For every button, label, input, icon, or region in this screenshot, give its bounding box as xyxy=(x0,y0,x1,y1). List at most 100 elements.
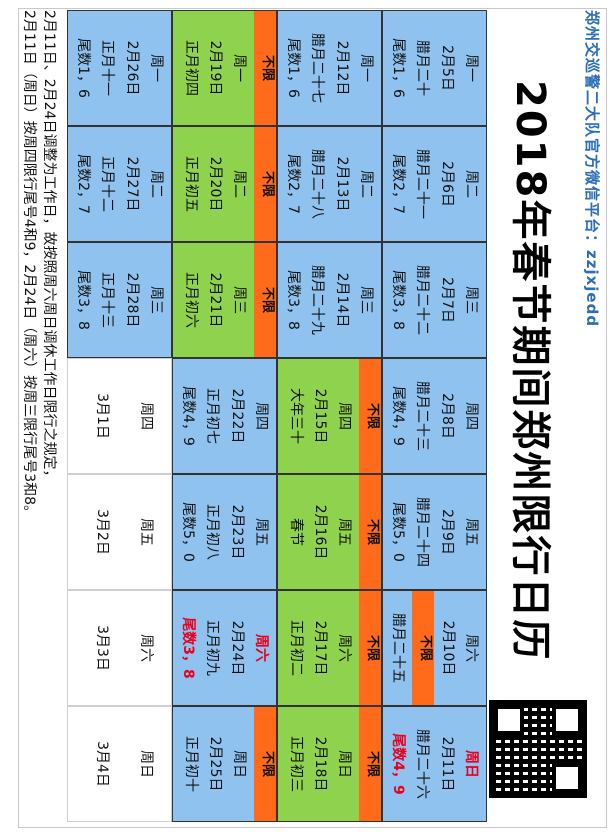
date-label: 2月11日 xyxy=(438,736,455,792)
plate-tail-label: 尾数2，7 xyxy=(390,154,407,214)
day-cell: 不限 周二 2月20日 正月初五 xyxy=(172,126,277,242)
lunar-date-label: 正月初十 xyxy=(183,736,199,792)
date-label: 2月24日 xyxy=(228,620,245,676)
plate-tail-label: 尾数3，8 xyxy=(180,617,197,679)
weekday-label: 周二 xyxy=(231,170,247,198)
qr-code xyxy=(489,700,587,798)
plate-tail-label: 尾数4，9 xyxy=(180,386,197,446)
weekday-label: 周六 xyxy=(463,634,479,662)
lunar-date-label: 腊月二十四 xyxy=(414,497,431,567)
lunar-date-label: 正月初七 xyxy=(204,388,221,444)
plate-tail-label: 尾数3，8 xyxy=(285,270,302,330)
no-limit-badge: 不限 xyxy=(412,591,434,705)
no-limit-badge: 不限 xyxy=(359,359,381,473)
plate-tail-label: 尾数1，6 xyxy=(285,38,302,98)
date-label: 2月6日 xyxy=(438,161,455,207)
no-limit-badge: 不限 xyxy=(254,11,276,125)
lunar-date-label: 正月初六 xyxy=(183,272,199,328)
day-cell: 不限 周五 2月16日 春节 xyxy=(277,474,382,590)
day-cell: 周四 2月22日 正月初七 尾数4，9 xyxy=(172,358,277,474)
plate-tail-label: 尾数3，8 xyxy=(75,270,92,330)
weekday-label: 周四 xyxy=(336,402,352,430)
lunar-date-label: 春节 xyxy=(288,518,304,546)
plate-tail-label: 尾数5，0 xyxy=(390,502,407,562)
plate-tail-label: 尾数2，7 xyxy=(285,154,302,214)
lunar-date-label: 腊月二十七 xyxy=(309,33,326,103)
weekday-label: 周六 xyxy=(253,634,269,662)
lunar-date-label: 正月十三 xyxy=(99,272,116,328)
weekday-label: 周一 xyxy=(358,54,374,82)
date-label: 2月12日 xyxy=(333,40,350,96)
date-label: 2月13日 xyxy=(333,156,350,212)
day-cell: 周六 2月24日 正月初九 尾数3，8 xyxy=(172,590,277,706)
day-cell: 周日 3月4日 xyxy=(67,706,172,822)
weekday-label: 周三 xyxy=(358,286,374,314)
weekday-label: 周日 xyxy=(463,750,479,778)
weekday-label: 周六 xyxy=(138,634,154,662)
footnote-line-2: 2月11日（周日）按周四限行尾号4和9，2月24日（周六）按周三限行尾号3和8。 xyxy=(21,10,37,520)
day-cell: 周一 2月26日 正月十一 尾数1，6 xyxy=(67,10,172,126)
lunar-date-label: 腊月二十六 xyxy=(414,729,431,799)
lunar-date-label: 正月初五 xyxy=(183,156,199,212)
lunar-date-label: 正月初四 xyxy=(183,40,199,96)
day-cell: 周三 2月14日 腊月二十九 尾数3，8 xyxy=(277,242,382,358)
day-cell: 周五 3月2日 xyxy=(67,474,172,590)
lunar-date-label: 腊月二十一 xyxy=(414,149,431,219)
date-label: 2月18日 xyxy=(312,736,328,792)
day-cell: 周三 2月7日 腊月二十二 尾数3，8 xyxy=(382,242,487,358)
day-cell: 周二 2月27日 正月十二 尾数2，7 xyxy=(67,126,172,242)
weekday-label: 周四 xyxy=(463,402,479,430)
weekday-label: 周日 xyxy=(336,750,352,778)
date-label: 2月26日 xyxy=(123,40,140,96)
weekday-label: 周一 xyxy=(231,54,247,82)
date-label: 2月16日 xyxy=(312,504,328,560)
weekday-label: 周三 xyxy=(463,286,479,314)
date-label: 3月3日 xyxy=(94,625,110,671)
day-cell: 周五 2月23日 正月初八 尾数5，0 xyxy=(172,474,277,590)
lunar-date-label: 腊月二十五 xyxy=(390,613,406,683)
weekday-label: 周四 xyxy=(138,402,154,430)
date-label: 2月28日 xyxy=(123,272,140,328)
day-cell: 周五 2月9日 腊月二十四 尾数5，0 xyxy=(382,474,487,590)
lunar-date-label: 正月十二 xyxy=(99,156,116,212)
day-cell: 周六 3月3日 xyxy=(67,590,172,706)
lunar-date-label: 腊月二十三 xyxy=(414,381,431,451)
weekday-label: 周三 xyxy=(148,286,164,314)
lunar-date-label: 正月初三 xyxy=(288,736,304,792)
weekday-label: 周二 xyxy=(463,170,479,198)
plate-tail-label: 尾数3，8 xyxy=(390,270,407,330)
date-label: 2月17日 xyxy=(312,620,328,676)
day-cell: 周四 2月8日 腊月二十三 尾数4，9 xyxy=(382,358,487,474)
lunar-date-label: 正月初九 xyxy=(204,620,221,676)
lunar-date-label: 腊月二十八 xyxy=(309,149,326,219)
no-limit-badge: 不限 xyxy=(359,591,381,705)
plate-tail-label: 尾数4，9 xyxy=(390,386,407,446)
day-cell: 周一 2月5日 腊月二十 尾数1，6 xyxy=(382,10,487,126)
lunar-date-label: 正月十一 xyxy=(99,40,116,96)
weekday-label: 周四 xyxy=(253,402,269,430)
no-limit-badge: 不限 xyxy=(254,243,276,357)
no-limit-badge: 不限 xyxy=(254,707,276,821)
lunar-date-label: 大年三十 xyxy=(288,388,304,444)
date-label: 2月23日 xyxy=(228,504,245,560)
date-label: 2月8日 xyxy=(438,393,455,439)
wechat-subtitle: 郑州交巡警二大队官方微信平台：zzjxjedd xyxy=(583,10,601,328)
page-title: 2018年春节期间郑州限行日历 xyxy=(507,80,553,662)
lunar-date-label: 正月初二 xyxy=(288,620,304,676)
day-cell: 不限 周四 2月15日 大年三十 xyxy=(277,358,382,474)
date-label: 2月19日 xyxy=(207,40,223,96)
date-label: 2月5日 xyxy=(438,45,455,91)
day-cell: 不限 周日 2月25日 正月初十 xyxy=(172,706,277,822)
no-limit-badge: 不限 xyxy=(359,475,381,589)
weekday-label: 周一 xyxy=(148,54,164,82)
weekday-label: 周日 xyxy=(138,750,154,778)
weekday-label: 周二 xyxy=(358,170,374,198)
header-panel: 郑州交巡警二大队官方微信平台：zzjxjedd 2018年春节期间郑州限行日历 xyxy=(487,10,607,826)
date-label: 3月4日 xyxy=(94,741,110,787)
date-label: 2月25日 xyxy=(207,736,223,792)
weekday-label: 周日 xyxy=(231,750,247,778)
day-cell: 不限 周六 2月17日 正月初二 xyxy=(277,590,382,706)
day-cell: 周二 2月6日 腊月二十一 尾数2，7 xyxy=(382,126,487,242)
date-label: 2月15日 xyxy=(312,388,328,444)
date-label: 2月21日 xyxy=(207,272,223,328)
